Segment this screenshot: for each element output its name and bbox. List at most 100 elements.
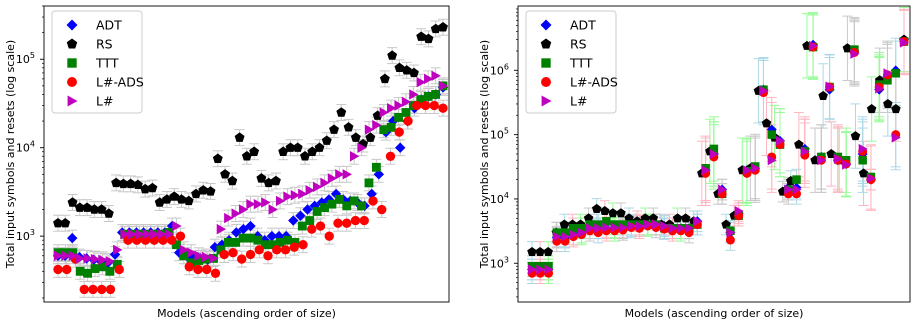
data-point [342, 201, 352, 211]
legend-marker [541, 77, 551, 87]
y-axis-label: Total input symbols and resets (log scal… [478, 40, 491, 269]
data-point [610, 222, 620, 233]
data-point [648, 213, 659, 223]
data-point [394, 62, 405, 73]
data-point [583, 213, 594, 223]
data-point [693, 216, 703, 227]
data-point [866, 104, 877, 114]
data-point [320, 177, 330, 189]
data-point [105, 256, 116, 267]
data-point [536, 261, 545, 271]
data-point [305, 216, 315, 225]
data-point [60, 218, 71, 228]
data-point [676, 223, 686, 234]
data-point [307, 224, 317, 234]
data-point [734, 205, 744, 216]
legend: ADT RS TTT L#-ADS L# [51, 10, 144, 114]
data-point [164, 229, 175, 240]
data-point [68, 250, 79, 261]
y-axis-label: Total input symbols and resets (log scal… [4, 40, 17, 269]
data-point [150, 229, 160, 240]
data-point [154, 197, 165, 207]
data-point [321, 135, 332, 145]
data-point [53, 248, 63, 258]
legend-box [51, 10, 143, 114]
x-axis-label: Models (ascending order of size) [625, 307, 804, 320]
data-point [210, 268, 221, 278]
data-point [83, 268, 93, 278]
data-point [416, 77, 426, 88]
series-lsharp [53, 70, 449, 267]
legend-marker [541, 58, 551, 68]
data-point [891, 69, 900, 78]
data-point [343, 122, 354, 132]
data-point [420, 100, 431, 111]
data-point [379, 107, 389, 118]
data-point [98, 254, 108, 266]
data-point [82, 202, 92, 212]
data-point [179, 244, 190, 256]
data-point [219, 249, 229, 260]
data-point [307, 146, 318, 156]
data-point [167, 235, 177, 245]
data-point [767, 130, 776, 139]
data-point [297, 221, 307, 231]
data-point [114, 264, 124, 275]
y-tick-label: 105 [16, 51, 35, 66]
data-point [594, 223, 604, 234]
data-point [254, 245, 264, 255]
data-point [395, 142, 406, 153]
y-tick-label: 104 [490, 191, 509, 206]
data-point [302, 204, 313, 215]
data-point [290, 190, 301, 201]
data-point [261, 197, 271, 208]
data-point [602, 222, 612, 233]
data-point [142, 229, 153, 240]
legend-label: ADT [96, 18, 122, 33]
data-point [850, 131, 861, 141]
y-tick-label: 105 [490, 127, 509, 142]
data-point [314, 142, 325, 152]
legend-entry: L#-ADS [67, 75, 144, 90]
data-point [263, 177, 274, 188]
data-point [74, 202, 85, 212]
data-point [357, 201, 366, 211]
data-point [850, 48, 860, 59]
data-point [316, 197, 327, 208]
data-point [349, 151, 360, 162]
data-point [668, 223, 678, 234]
data-point [194, 250, 204, 261]
data-point [113, 244, 123, 256]
data-point [327, 199, 337, 209]
data-point [162, 194, 172, 204]
data-point [97, 284, 107, 295]
data-point [883, 98, 893, 108]
data-point [53, 264, 63, 275]
data-point [350, 215, 361, 226]
data-point [527, 261, 537, 271]
data-point [216, 245, 226, 255]
data-point [535, 246, 545, 256]
data-point [53, 250, 64, 261]
data-point [379, 73, 390, 84]
data-point [569, 224, 578, 233]
data-point [794, 139, 804, 149]
legend-label: RS [96, 37, 113, 52]
legend-label: TTT [569, 56, 593, 71]
data-point [266, 230, 278, 242]
legend-marker [66, 38, 78, 49]
data-point [385, 151, 396, 161]
data-point [544, 264, 554, 275]
data-point [386, 122, 396, 132]
legend-entry: TTT [67, 56, 119, 71]
data-point [205, 186, 216, 196]
data-point [187, 247, 197, 258]
data-point [309, 200, 320, 212]
data-point [685, 223, 695, 234]
data-point [290, 237, 300, 247]
data-point [742, 165, 752, 176]
data-point [652, 219, 661, 230]
data-point [721, 219, 731, 229]
data-point [431, 90, 441, 99]
